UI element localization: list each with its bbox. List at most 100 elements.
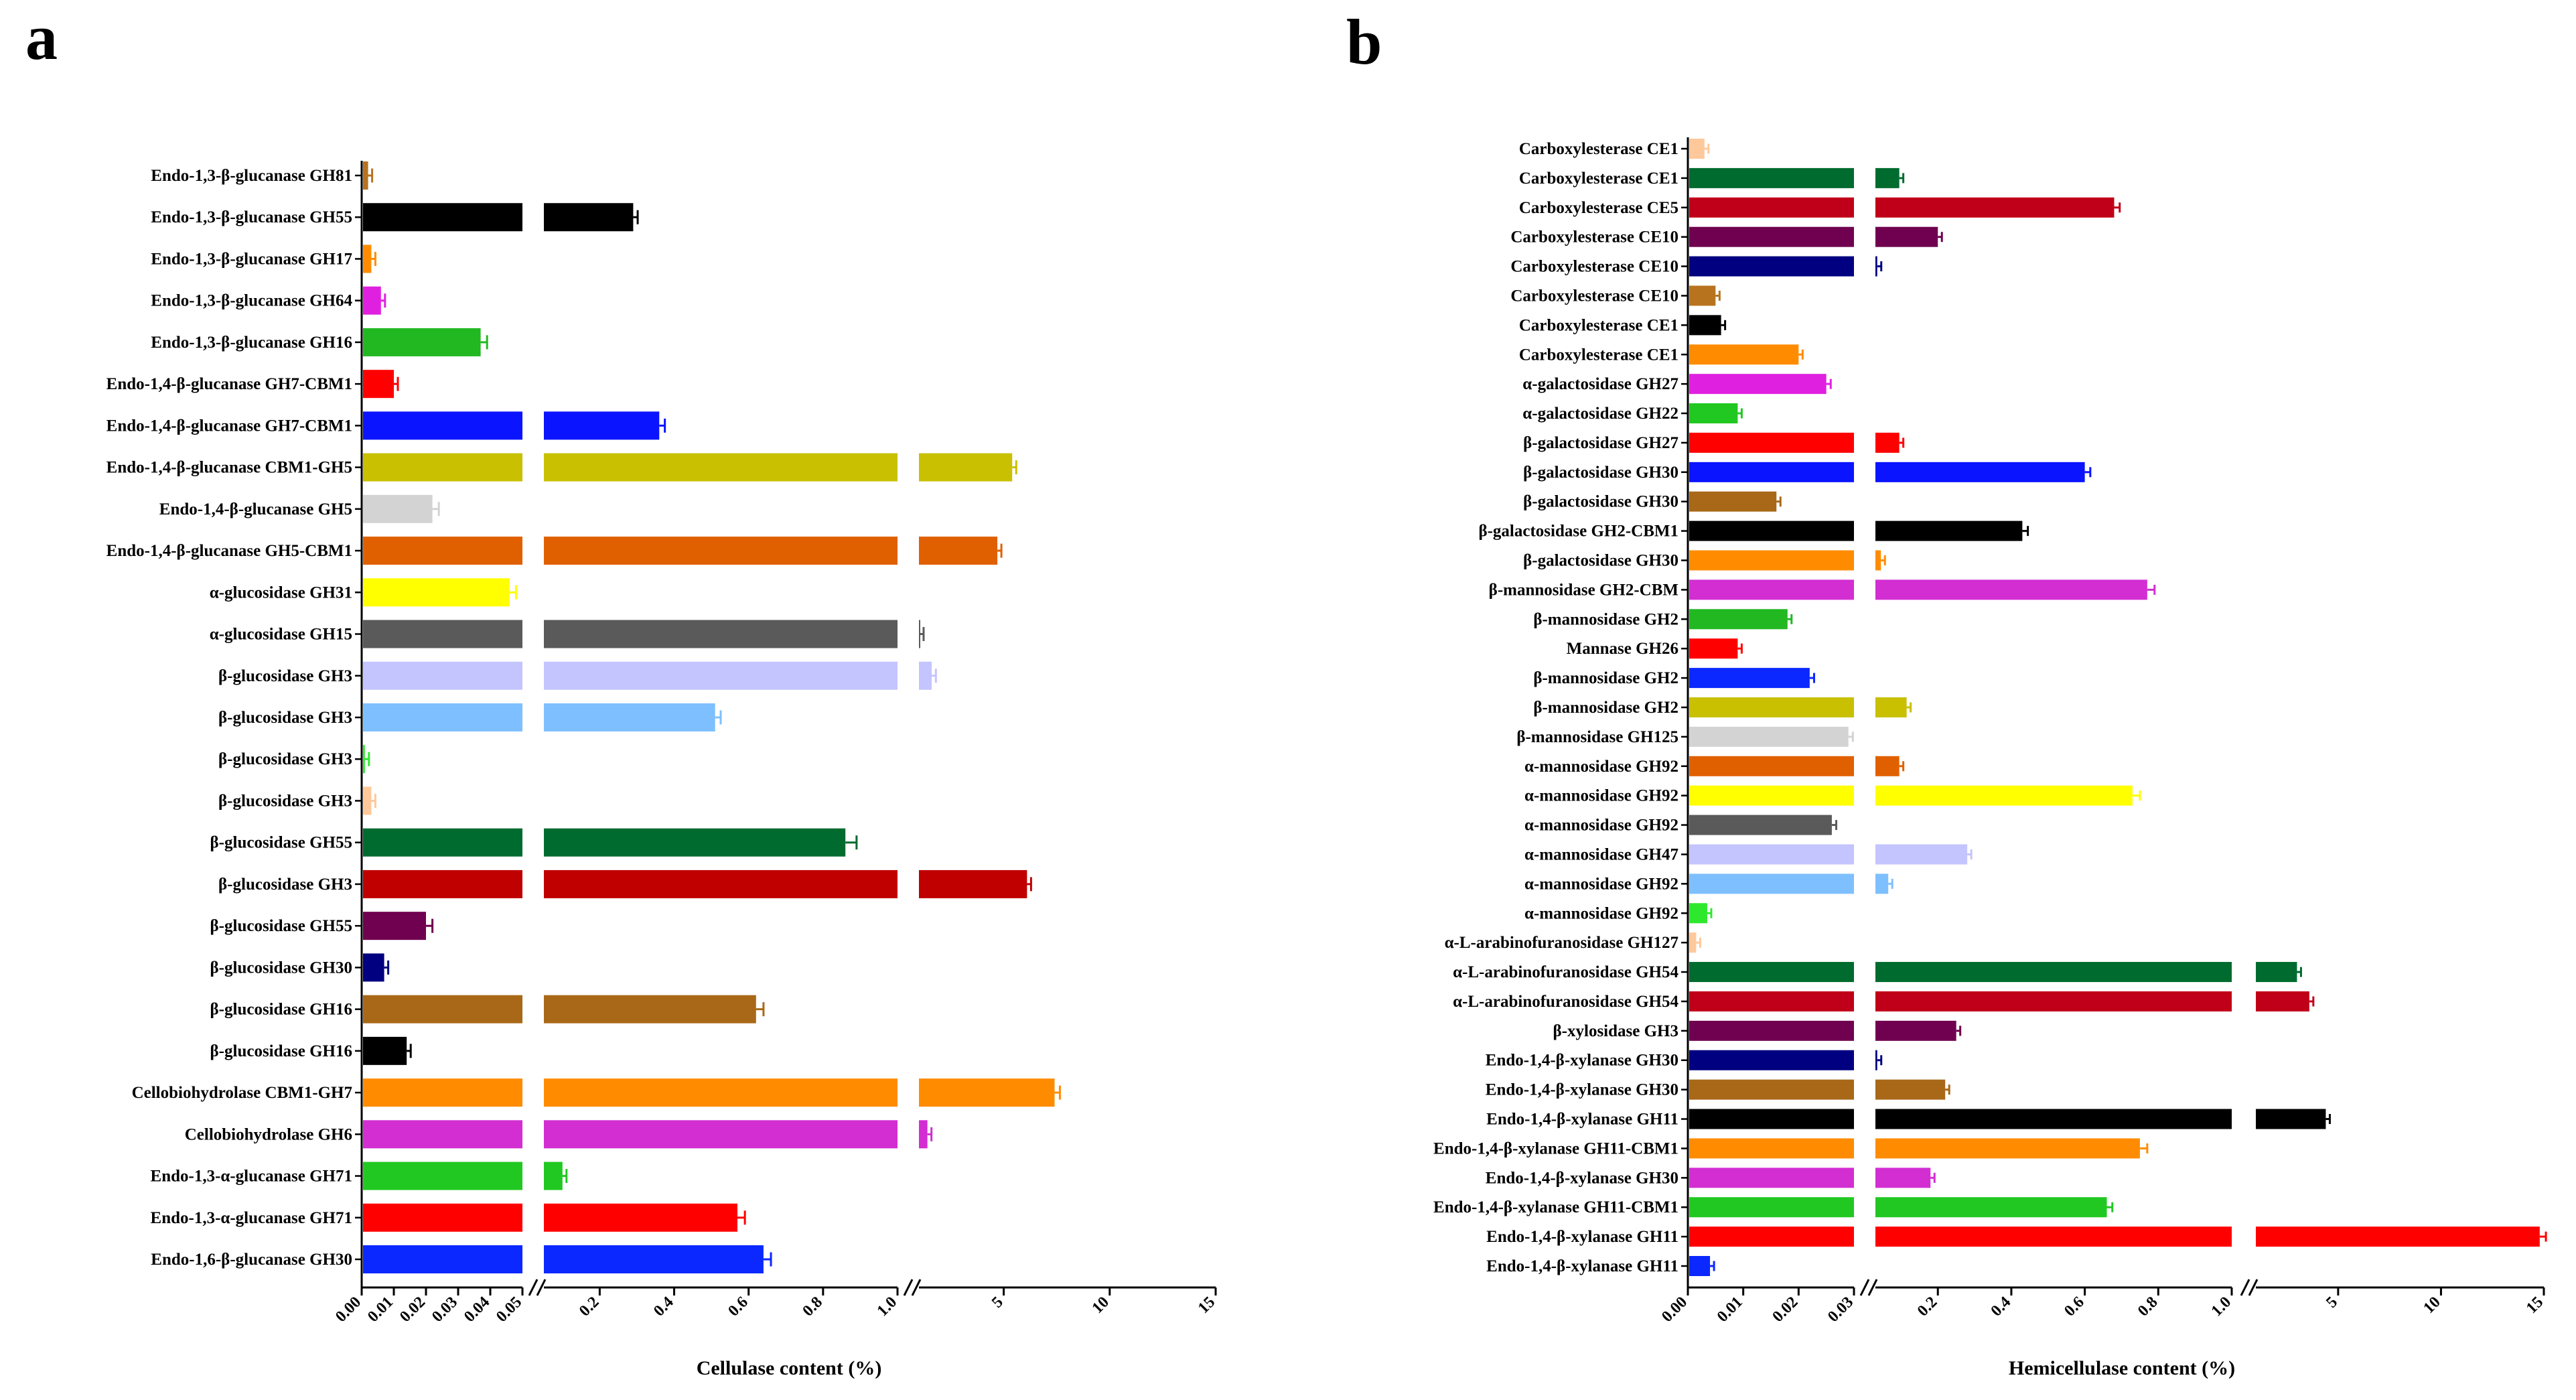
category-label: α-glucosidase GH31	[210, 583, 352, 602]
category-label: α-mannosidase GH47	[1524, 845, 1678, 863]
bar-segment	[363, 786, 372, 815]
bar-segment	[1689, 903, 1707, 924]
category-label: Carboxylesterase CE5	[1519, 199, 1678, 217]
axis-break-mark	[903, 1279, 914, 1296]
axis-break-mark	[1859, 1279, 1870, 1296]
bar-segment	[1689, 873, 1854, 894]
bar-segment	[1689, 197, 1854, 218]
x-tick-label: 0.2	[1914, 1293, 1941, 1320]
bar-segment	[1875, 1050, 1877, 1070]
category-label: Carboxylesterase CE1	[1519, 140, 1678, 158]
bar-segment	[1689, 785, 1854, 806]
category-label: Endo-1,4-β-glucanase GH7-CBM1	[106, 417, 352, 435]
bar-segment	[1875, 1168, 1931, 1188]
category-label: Endo-1,4-β-glucanase GH7-CBM1	[106, 375, 352, 393]
bar-segment	[363, 453, 522, 482]
x-tick-label: 1.0	[874, 1293, 901, 1320]
x-tick-label: 0.00	[332, 1293, 364, 1326]
bar-segment	[1689, 1138, 1854, 1159]
bar-segment	[2256, 1109, 2326, 1129]
bar-segment	[544, 203, 634, 232]
bar-segment	[1689, 1020, 1854, 1041]
bar-segment	[2256, 991, 2309, 1011]
bar-segment	[1875, 520, 2023, 541]
bar-segment	[1689, 1079, 1854, 1100]
panel-label-b: b	[1346, 6, 1382, 78]
bar-segment	[1689, 726, 1849, 747]
bar-segment	[1689, 1050, 1854, 1070]
category-label: β-galactosidase GH27	[1523, 434, 1678, 452]
x-tick-label: 0.04	[461, 1293, 493, 1326]
bar-segment	[1689, 226, 1854, 247]
category-label: Endo-1,3-β-glucanase GH16	[151, 334, 352, 352]
category-label: β-glucosidase GH16	[210, 1042, 353, 1060]
bar-segment	[1875, 962, 2232, 983]
bar-segment	[1875, 167, 1900, 188]
x-tick-label: 0.6	[2061, 1293, 2088, 1320]
x-tick-label: 0.01	[364, 1293, 397, 1326]
bar-segment	[544, 1203, 738, 1232]
category-label: β-glucosidase GH55	[210, 834, 353, 852]
bar-segment	[919, 1078, 1055, 1107]
bar-segment	[363, 703, 522, 731]
bar-segment	[1689, 374, 1827, 395]
bar-segment	[919, 869, 1027, 898]
bar-segment	[544, 537, 898, 565]
x-tick-label: 0.4	[650, 1293, 677, 1320]
bar-segment	[1875, 756, 1900, 776]
category-label: Carboxylesterase CE1	[1519, 316, 1678, 334]
category-label: β-glucosidase GH3	[218, 667, 352, 685]
x-tick-label: 15	[2523, 1293, 2547, 1317]
x-tick-label: 0.02	[1769, 1293, 1801, 1326]
bar-segment	[363, 661, 522, 690]
bar-segment	[544, 661, 898, 690]
bar-segment	[1689, 550, 1854, 571]
category-label: Carboxylesterase CE1	[1519, 169, 1678, 188]
category-label: α-mannosidase GH92	[1524, 758, 1678, 776]
category-label: α-glucosidase GH15	[210, 626, 352, 644]
x-tick-label: 0.00	[1658, 1293, 1691, 1326]
bar-segment	[363, 203, 522, 232]
bar-segment	[2256, 1227, 2540, 1247]
chart-panel-b: 0.00 0.01 0.02 0.03 0.2 0.4 0.6 0.8 1.0 5 10 15 Hemi…	[1433, 137, 2547, 1379]
bar-segment	[1689, 697, 1854, 717]
bar-segment	[544, 453, 898, 482]
category-label: α-mannosidase GH92	[1524, 817, 1678, 835]
bar-segment	[1875, 462, 2085, 482]
category-label: Endo-1,4-β-xylanase GH30	[1486, 1081, 1678, 1099]
category-label: Endo-1,4-β-glucanase CBM1-GH5	[106, 459, 352, 477]
bar-segment	[1875, 844, 1968, 865]
category-label: Endo-1,3-β-glucanase GH64	[151, 292, 352, 310]
category-label: β-mannosidase GH125	[1516, 728, 1678, 746]
bar-segment	[1689, 432, 1854, 453]
category-label: Endo-1,4-β-glucanase GH5-CBM1	[106, 542, 352, 560]
bar-segment	[544, 869, 898, 898]
bar-segment	[1875, 697, 1907, 717]
x-axis-title: Cellulase content (%)	[697, 1357, 882, 1379]
category-label: α-mannosidase GH92	[1524, 787, 1678, 805]
bar-segment	[1875, 873, 1889, 894]
bar-segment	[1689, 844, 1854, 865]
x-tick-label: 0.01	[1714, 1293, 1746, 1326]
chart-panel-a: 0.00 0.01 0.02 0.03 0.04 0.05 0.2 0.4 0.6 0.8 1.0 5…	[106, 161, 1218, 1379]
bar-segment	[544, 1162, 563, 1190]
x-tick-label: 0.6	[725, 1293, 752, 1320]
bar-segment	[363, 494, 433, 523]
x-tick-label: 0.2	[576, 1293, 603, 1320]
bar-segment	[1875, 432, 1900, 453]
bar-segment	[363, 537, 522, 565]
panel-label-a: a	[25, 1, 58, 73]
x-tick-label: 10	[2420, 1293, 2443, 1317]
bar-segment	[1689, 256, 1854, 277]
category-label: α-galactosidase GH22	[1522, 405, 1678, 423]
category-label: β-mannosidase GH2	[1533, 699, 1678, 717]
bar-segment	[1689, 932, 1697, 953]
bar-segment	[544, 1245, 764, 1273]
x-tick-label: 0.05	[493, 1293, 525, 1326]
bar-segment	[544, 1078, 898, 1107]
category-label: β-glucosidase GH30	[210, 959, 353, 977]
axis-break-mark	[1867, 1279, 1878, 1296]
bar-segment	[1875, 197, 2115, 218]
axis-break-mark	[2248, 1279, 2259, 1296]
category-label: Endo-1,4-β-xylanase GH30	[1486, 1169, 1678, 1187]
